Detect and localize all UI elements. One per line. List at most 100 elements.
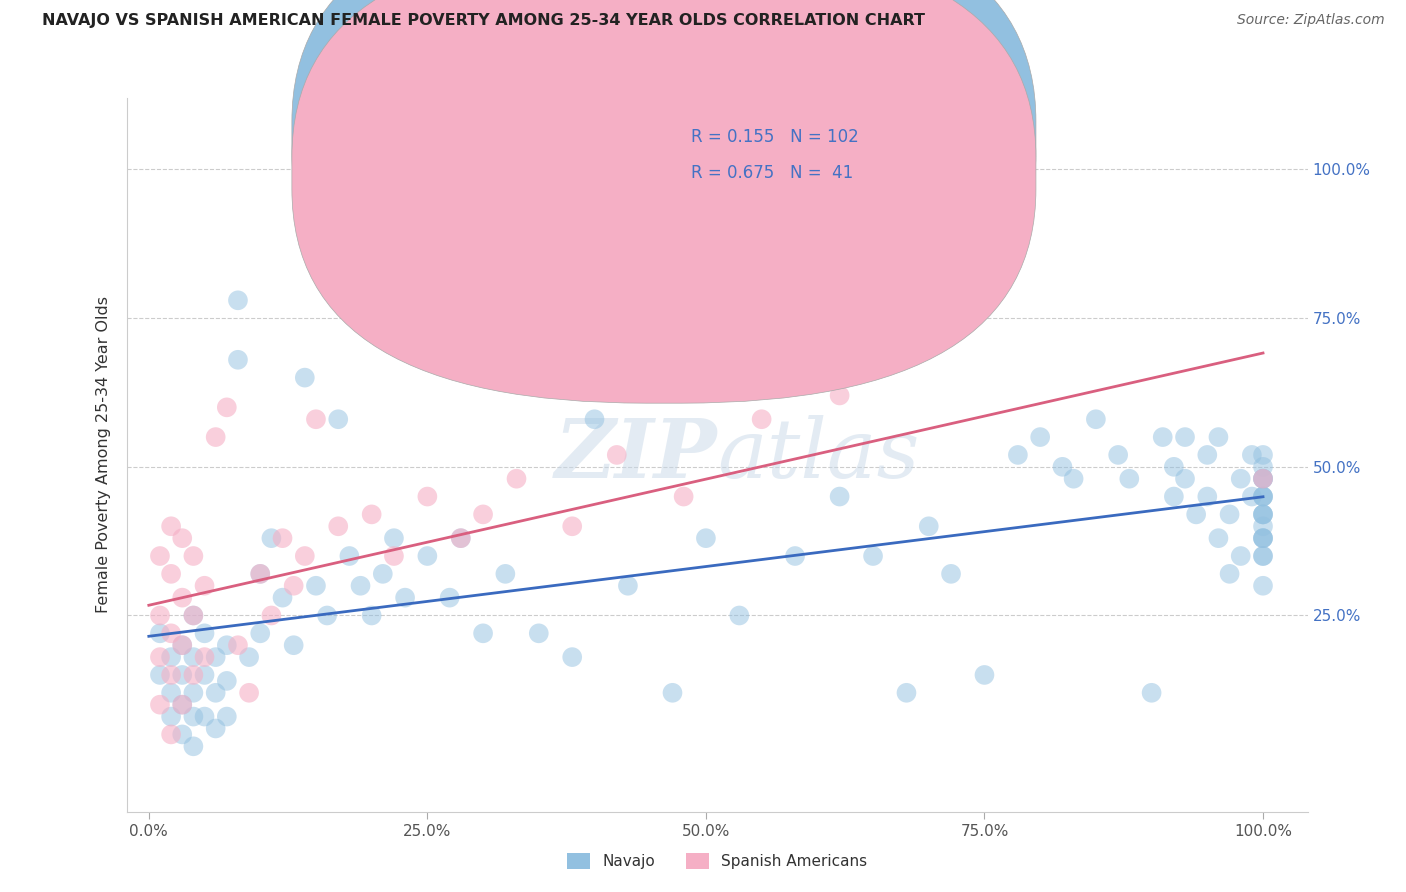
Point xyxy=(1152,430,1174,444)
Point xyxy=(1251,519,1274,533)
Point xyxy=(283,579,305,593)
Point xyxy=(172,591,194,605)
Point xyxy=(394,591,416,605)
Point xyxy=(360,608,382,623)
Point xyxy=(183,739,205,754)
Point xyxy=(1251,508,1274,522)
Point xyxy=(183,709,205,723)
Point xyxy=(249,566,271,581)
Point xyxy=(371,566,394,581)
Point xyxy=(172,727,194,741)
Point xyxy=(305,412,328,426)
Text: NAVAJO VS SPANISH AMERICAN FEMALE POVERTY AMONG 25-34 YEAR OLDS CORRELATION CHAR: NAVAJO VS SPANISH AMERICAN FEMALE POVERT… xyxy=(42,13,925,29)
Point xyxy=(160,519,183,533)
Point xyxy=(505,472,527,486)
Text: R = 0.675   N =  41: R = 0.675 N = 41 xyxy=(692,164,853,182)
Point xyxy=(416,490,439,504)
Point xyxy=(1251,472,1274,486)
Point xyxy=(382,549,405,563)
Point xyxy=(160,650,183,665)
Point xyxy=(193,709,215,723)
Point xyxy=(828,388,851,402)
Point xyxy=(783,549,806,563)
Point xyxy=(172,531,194,545)
Point xyxy=(172,638,194,652)
Point xyxy=(172,638,194,652)
Point xyxy=(204,686,226,700)
Point xyxy=(450,531,472,545)
Point xyxy=(606,448,628,462)
Point xyxy=(183,650,205,665)
Point xyxy=(172,698,194,712)
Point xyxy=(172,698,194,712)
Point xyxy=(349,579,371,593)
Point xyxy=(215,709,238,723)
Point xyxy=(226,352,249,367)
Point xyxy=(472,626,495,640)
Point xyxy=(973,668,995,682)
Point xyxy=(204,430,226,444)
Text: Source: ZipAtlas.com: Source: ZipAtlas.com xyxy=(1237,13,1385,28)
FancyBboxPatch shape xyxy=(634,112,918,205)
Point xyxy=(1185,508,1208,522)
Point xyxy=(896,686,918,700)
Point xyxy=(1251,531,1274,545)
Point xyxy=(672,490,695,504)
Point xyxy=(439,591,461,605)
Point xyxy=(238,686,260,700)
Point xyxy=(260,608,283,623)
Point xyxy=(1251,549,1274,563)
Point xyxy=(249,626,271,640)
Point xyxy=(238,650,260,665)
Point xyxy=(1251,472,1274,486)
Point xyxy=(360,508,382,522)
Point xyxy=(160,727,183,741)
Point xyxy=(160,626,183,640)
Point xyxy=(1140,686,1163,700)
Point xyxy=(617,579,640,593)
Y-axis label: Female Poverty Among 25-34 Year Olds: Female Poverty Among 25-34 Year Olds xyxy=(96,296,111,614)
Legend: Navajo, Spanish Americans: Navajo, Spanish Americans xyxy=(561,847,873,875)
Point xyxy=(249,566,271,581)
Point xyxy=(294,549,316,563)
Point xyxy=(160,709,183,723)
Point xyxy=(1063,472,1085,486)
Point xyxy=(204,650,226,665)
Point xyxy=(160,668,183,682)
Point xyxy=(1251,448,1274,462)
Text: R = 0.155   N = 102: R = 0.155 N = 102 xyxy=(692,128,859,146)
Point xyxy=(193,650,215,665)
Point xyxy=(472,508,495,522)
Point xyxy=(193,668,215,682)
Point xyxy=(283,638,305,652)
Point xyxy=(149,626,172,640)
Point xyxy=(1174,472,1197,486)
Point xyxy=(1251,472,1274,486)
Point xyxy=(294,370,316,384)
Point xyxy=(561,519,583,533)
Point xyxy=(1107,448,1129,462)
Point xyxy=(1163,459,1185,474)
Point xyxy=(271,531,294,545)
Point xyxy=(215,638,238,652)
Point xyxy=(1084,412,1107,426)
Point xyxy=(1208,531,1230,545)
Point xyxy=(1219,566,1241,581)
Point xyxy=(918,519,941,533)
Point xyxy=(1251,579,1274,593)
Point xyxy=(1029,430,1052,444)
Point xyxy=(193,626,215,640)
Point xyxy=(1251,490,1274,504)
Point xyxy=(328,519,350,533)
Point xyxy=(751,412,773,426)
Point xyxy=(183,608,205,623)
Point xyxy=(661,686,683,700)
Point xyxy=(939,566,962,581)
Point xyxy=(149,650,172,665)
Point xyxy=(1208,430,1230,444)
Text: atlas: atlas xyxy=(717,415,920,495)
Point xyxy=(1007,448,1029,462)
Point xyxy=(226,293,249,308)
Point xyxy=(1251,508,1274,522)
Point xyxy=(149,698,172,712)
